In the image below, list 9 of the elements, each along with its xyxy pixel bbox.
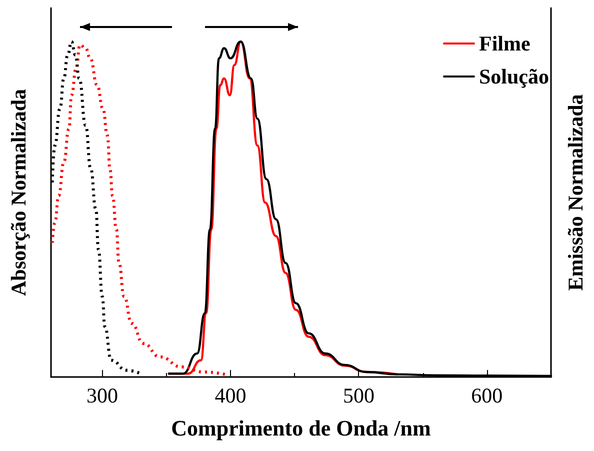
y2-axis-title: Emissão Normalizada: [564, 94, 588, 291]
x-tick-label: 500: [342, 384, 374, 408]
legend-label: Solução: [478, 64, 549, 88]
x-tick-label: 400: [214, 384, 246, 408]
x-tick-label: 600: [471, 384, 503, 408]
legend-label: Filme: [478, 32, 530, 56]
y-axis-title: Absorção Normalizada: [6, 88, 30, 296]
x-axis-title: Comprimento de Onda /nm: [171, 416, 431, 440]
x-tick-label: 300: [86, 384, 118, 408]
